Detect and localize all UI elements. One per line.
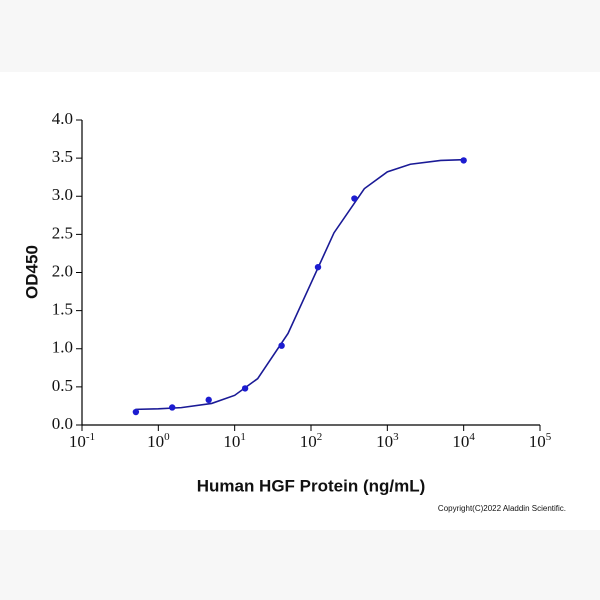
y-tick-label: 0.5	[52, 376, 73, 395]
top-band	[0, 0, 600, 72]
data-point	[351, 195, 358, 202]
x-tick-label: 103	[376, 431, 399, 451]
data-point	[132, 408, 140, 416]
data-point	[314, 263, 322, 271]
x-tick-exponent: 2	[317, 431, 323, 443]
x-tick-label: 105	[529, 431, 552, 451]
x-tick-label: 10-1	[69, 431, 95, 451]
data-point	[460, 157, 467, 164]
data-point	[205, 396, 212, 404]
y-tick-label: 1.0	[52, 338, 73, 357]
x-tick-exponent: 0	[164, 431, 170, 443]
x-axis-label: Human HGF Protein (ng/mL)	[197, 476, 426, 495]
y-tick-label: 0.0	[52, 414, 73, 433]
data-point	[169, 404, 176, 411]
x-tick-base: 10	[147, 432, 164, 451]
x-tick-base: 10	[69, 432, 86, 451]
y-tick-label: 4.0	[52, 109, 73, 128]
x-tick-exponent: 1	[240, 431, 246, 443]
y-tick-label: 3.5	[52, 147, 73, 166]
data-point	[278, 342, 285, 349]
y-tick-label: 1.5	[52, 300, 73, 319]
x-tick-label: 102	[300, 431, 323, 451]
x-tick-exponent: -1	[86, 431, 95, 443]
fit-curve	[135, 158, 464, 411]
x-tick-label: 100	[147, 431, 170, 451]
x-tick-base: 10	[529, 432, 546, 451]
y-tick-label: 2.5	[52, 223, 73, 242]
x-tick-base: 10	[376, 432, 393, 451]
x-tick-base: 10	[452, 432, 469, 451]
data-point	[241, 385, 249, 392]
x-tick-label: 101	[223, 431, 246, 451]
copyright-note: Copyright(C)2022 Aladdin Scientific.	[438, 504, 566, 513]
x-tick-label: 104	[452, 431, 475, 451]
bottom-band	[0, 530, 600, 600]
x-tick-exponent: 5	[546, 431, 552, 443]
x-tick-base: 10	[223, 432, 240, 451]
x-tick-exponent: 4	[469, 431, 475, 443]
y-tick-label: 3.0	[52, 185, 73, 204]
x-tick-base: 10	[300, 432, 317, 451]
y-tick-label: 2.0	[52, 261, 73, 280]
y-axis-label: OD450	[22, 245, 41, 299]
x-tick-exponent: 3	[393, 431, 399, 443]
